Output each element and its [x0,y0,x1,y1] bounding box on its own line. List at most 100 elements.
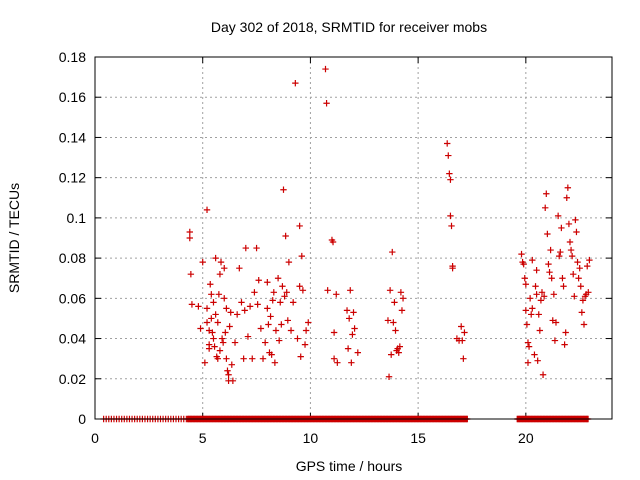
data-point-mark [546,268,553,276]
data-point-mark [529,256,536,264]
data-point [546,268,553,276]
data-point [287,327,295,334]
data-point-mark [223,305,230,312]
data-point-mark [298,252,305,260]
data-point [241,307,248,314]
data-point [244,333,252,340]
data-point-mark [562,329,569,336]
data-point-mark [392,327,399,334]
data-point-mark [537,297,545,304]
data-point [242,244,249,252]
data-point [390,319,397,326]
data-point-mark [542,204,549,212]
data-point [570,271,577,278]
data-point-mark [384,317,392,324]
data-point-mark [399,295,407,302]
data-point [571,293,578,300]
data-point [302,327,310,334]
data-point-mark [218,335,226,342]
data-point [537,297,545,304]
data-point-mark [296,222,303,230]
data-point-mark [203,305,211,312]
data-point [210,299,217,306]
data-point [547,246,554,254]
data-point [387,351,395,358]
y-tick-label: 0 [78,411,86,427]
data-point-mark [227,309,234,316]
data-point [195,303,202,310]
data-point [275,337,283,344]
data-point-mark [267,313,274,320]
data-point-mark [552,319,560,326]
data-point-mark [278,321,285,328]
data-point [397,289,405,296]
data-point-mark [333,291,340,298]
data-point [523,321,531,328]
data-point [207,281,214,288]
data-point [354,349,362,356]
data-point-mark [535,311,542,318]
data-point-mark [305,319,312,326]
data-point [563,194,570,201]
data-point [549,317,556,324]
y-tick-label: 0.04 [59,331,86,347]
data-point-mark [531,351,538,358]
data-point [299,287,307,294]
data-point-mark [271,359,279,366]
data-point [283,289,290,296]
data-point-mark [203,206,211,214]
data-point [566,238,574,246]
data-point [215,291,223,298]
data-point [533,266,540,274]
data-point-mark [270,289,277,296]
y-axis-title: SRMTID / TECUs [6,183,22,293]
data-point-mark [563,194,570,201]
data-point-mark [349,331,356,338]
data-point-mark [221,295,228,302]
data-point [267,313,274,320]
y-tick-label: 0.02 [59,371,86,387]
data-point-mark [274,275,282,282]
data-point [399,295,407,302]
data-point [554,212,562,220]
data-point-mark [386,287,394,294]
data-point-mark [551,337,559,344]
data-point-mark [205,327,213,334]
data-point-mark [575,275,582,282]
data-point-mark [532,283,539,290]
data-point [296,222,303,230]
data-point [330,355,338,362]
data-point [552,319,560,326]
data-point [203,319,211,326]
data-point-mark [564,184,572,191]
data-point [391,299,398,306]
data-point-mark [255,277,262,284]
data-point [584,262,591,270]
data-point-mark [296,283,303,290]
data-point-mark [334,359,341,366]
data-point-mark [228,361,235,368]
y-tick-label: 0.16 [59,89,86,105]
data-point-mark [212,254,219,262]
data-point [330,329,338,336]
data-point-mark [351,325,358,332]
data-point [259,355,267,362]
data-point-mark [520,260,527,268]
data-point [297,353,304,360]
data-point [296,283,303,290]
data-point-mark [586,256,593,264]
data-point [278,321,285,328]
data-point-mark [210,335,217,342]
data-point-mark [447,176,454,183]
data-point-mark [460,355,467,362]
data-point-mark [389,248,396,256]
data-point [528,311,535,318]
data-point-mark [397,289,405,296]
data-point [265,321,272,328]
data-point [532,283,539,290]
data-point [289,299,297,306]
data-point-mark [329,238,337,246]
data-point [324,287,331,294]
data-point-mark [521,275,528,282]
data-point-mark [240,355,247,362]
